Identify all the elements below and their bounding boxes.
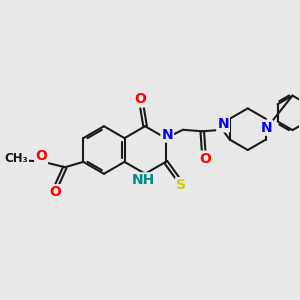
Text: N: N [217, 117, 229, 131]
Text: CH₃: CH₃ [4, 152, 28, 164]
Text: N: N [161, 128, 173, 142]
Text: O: O [35, 149, 47, 163]
Text: O: O [49, 185, 61, 199]
Text: O: O [134, 92, 146, 106]
Text: N: N [260, 121, 272, 135]
Text: S: S [176, 178, 186, 192]
Text: O: O [199, 152, 211, 166]
Text: NH: NH [132, 173, 155, 187]
